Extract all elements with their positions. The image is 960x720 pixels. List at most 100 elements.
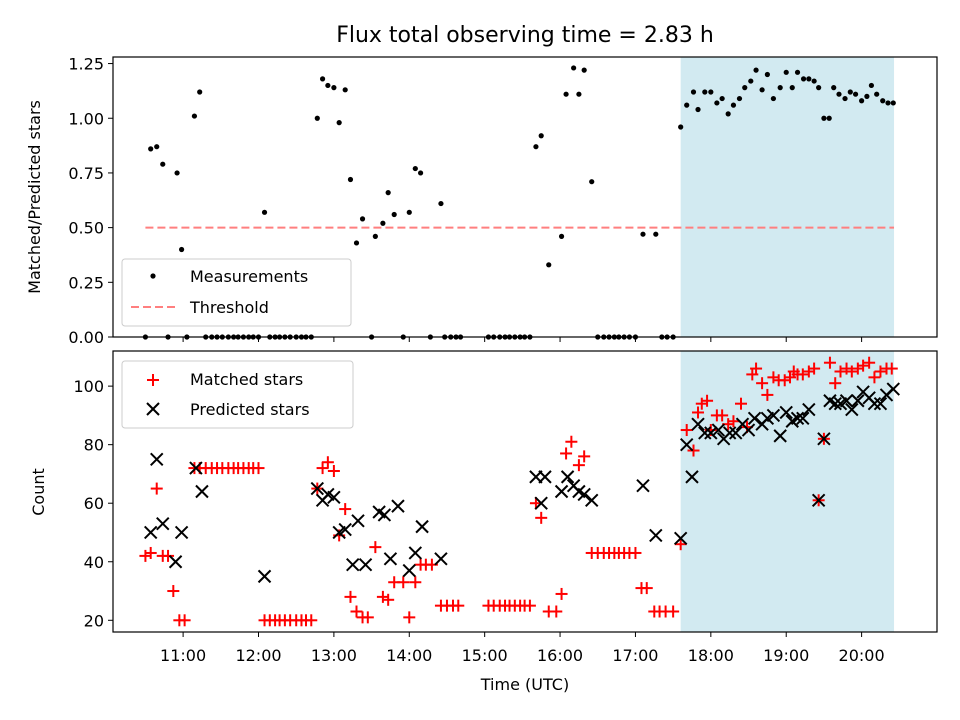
matched-stars-point [863, 356, 876, 369]
predicted-stars-point [257, 569, 272, 584]
measurements-point [148, 146, 154, 152]
predicted-stars-point [698, 426, 712, 440]
predicted-stars-point [796, 411, 810, 426]
predicted-stars-point [636, 478, 650, 493]
predicted-stars-point [168, 555, 183, 569]
measurements-point [714, 100, 720, 106]
predicted-stars-point [346, 557, 360, 572]
predicted-stars-point [779, 405, 793, 420]
ratio-legend-box [121, 258, 352, 327]
ratio-y-axis-label: Matched/Predicted stars [25, 100, 44, 294]
matched-stars-point [252, 462, 265, 475]
ratio-panel-frame [112, 56, 938, 338]
measurements-point [347, 176, 354, 183]
ratio-legend: Measurements Threshold [121, 258, 352, 327]
measurements-point [538, 133, 544, 139]
matched-stars-point [692, 406, 705, 419]
predicted-stars-point [156, 516, 170, 531]
matched-stars-point [150, 482, 163, 495]
legend-threshold-label: Threshold [189, 298, 269, 317]
matched-stars-point [761, 388, 774, 401]
measurements-point [546, 262, 552, 268]
predicted-stars-point [310, 481, 325, 496]
matched-stars-point [840, 362, 853, 375]
matched-stars-point [823, 356, 836, 369]
matched-stars-point [727, 415, 740, 428]
count-legend-box [121, 360, 354, 429]
measurements-point [336, 120, 342, 126]
legend-matched-label: Matched stars [190, 370, 303, 389]
predicted-stars-point [711, 423, 726, 437]
matched-stars-point [778, 374, 791, 387]
matched-stars-point [750, 362, 763, 375]
matched-stars-point [829, 377, 842, 390]
matched-stars-point [695, 397, 708, 410]
matched-stars-point [629, 546, 642, 559]
predicted-stars-point [790, 411, 805, 426]
measurements-point [885, 100, 891, 106]
predicted-stars-point [685, 470, 699, 484]
x-axis-label: Time (UTC) [480, 675, 569, 694]
matched-stars-point [321, 456, 334, 469]
matched-stars-point [868, 371, 881, 384]
predicted-stars-point [358, 557, 373, 572]
matched-stars-point [578, 450, 591, 463]
measurements-point [412, 165, 418, 172]
matched-stars-point [756, 377, 769, 390]
measurements-point [684, 102, 690, 108]
measurements-point [874, 91, 880, 97]
measurements-point [880, 98, 886, 104]
measurements-point [847, 89, 853, 95]
measurements-point [558, 233, 565, 239]
predicted-stars-point [729, 426, 743, 440]
measurements-point [821, 115, 827, 121]
predicted-stars-point [691, 417, 705, 431]
measurements-point [789, 85, 795, 91]
measurements-point [563, 91, 569, 97]
matched-stars-point [316, 462, 329, 475]
ratio-y-tick-label: 1.00 [68, 109, 104, 128]
predicted-stars-point [408, 546, 423, 560]
matched-stars-point [339, 503, 352, 516]
predicted-stars-point [811, 493, 826, 507]
legend-measurements-marker [150, 273, 156, 279]
measurements-point [406, 209, 412, 215]
count-y-tick-label: 80 [84, 436, 104, 455]
legend-predicted-label: Predicted stars [190, 400, 310, 419]
predicted-stars-point [434, 552, 448, 566]
measurements-point [417, 170, 424, 176]
measurements-point [783, 69, 789, 75]
predicted-stars-point [839, 394, 854, 408]
measurements-point [380, 220, 386, 226]
measurements-point [690, 89, 697, 95]
measurements-point [571, 65, 577, 71]
ratio-y-tick-label: 0.00 [68, 328, 104, 347]
x-tick-label: 13:00 [311, 646, 357, 665]
legend-measurements-label: Measurements [190, 267, 308, 286]
predicted-stars-point [867, 396, 882, 411]
measurements-point [319, 76, 326, 82]
x-tick-label: 12:00 [235, 646, 281, 665]
matched-stars-point [802, 365, 815, 378]
measurements-point [179, 246, 185, 253]
measurements-point [438, 200, 444, 207]
count-y-axis-label: Count [29, 468, 48, 516]
predicted-stars-point [351, 514, 365, 528]
measurements-point [702, 89, 708, 95]
predicted-stars-point [150, 452, 164, 467]
measurements-point [736, 95, 743, 102]
matched-stars-point [162, 549, 175, 562]
matched-stars-point [857, 359, 870, 372]
matched-stars-point [403, 611, 416, 624]
predicted-stars-point [391, 499, 405, 513]
predicted-stars-point [886, 382, 900, 396]
count-panel: 20 40 60 80 100 11:00 12:00 13:00 14:00 15:00 16:… [29, 350, 938, 694]
measurements-point [359, 216, 366, 222]
matched-stars-point [701, 394, 714, 407]
measurements-point [653, 231, 659, 237]
matched-stars-point [397, 576, 410, 589]
predicted-stars-point [338, 522, 352, 537]
matched-stars-point [550, 605, 563, 618]
matched-stars-point [734, 397, 747, 410]
x-tick-label: 20:00 [839, 646, 885, 665]
